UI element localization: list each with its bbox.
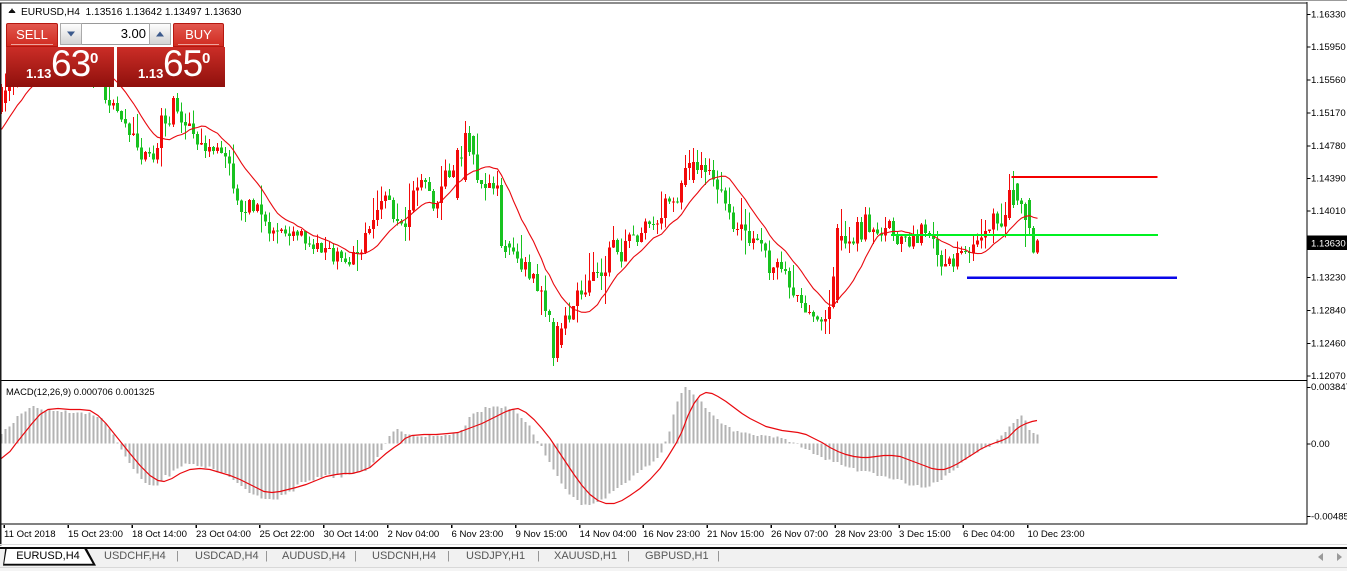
svg-text:MACD(12,26,9) 0.000706 0.00132: MACD(12,26,9) 0.000706 0.001325 [6, 386, 155, 397]
svg-text:6 Nov 23:00: 6 Nov 23:00 [452, 529, 504, 540]
svg-text:25 Oct 22:00: 25 Oct 22:00 [260, 529, 315, 540]
svg-text:1.16330: 1.16330 [1311, 10, 1346, 21]
svg-text:EURUSD,H4 1.13516 1.13642 1.1: EURUSD,H4 1.13516 1.13642 1.13497 1.1363… [21, 7, 242, 18]
svg-text:15 Oct 23:00: 15 Oct 23:00 [68, 529, 123, 540]
svg-text:0.003847: 0.003847 [1311, 382, 1347, 393]
svg-text:28 Nov 23:00: 28 Nov 23:00 [835, 529, 892, 540]
svg-text:0.00: 0.00 [1311, 439, 1330, 450]
svg-text:9 Nov 15:00: 9 Nov 15:00 [516, 529, 568, 540]
svg-text:3 Dec 15:00: 3 Dec 15:00 [899, 529, 951, 540]
svg-text:10 Dec 23:00: 10 Dec 23:00 [1028, 529, 1085, 540]
svg-text:1.13230: 1.13230 [1311, 273, 1346, 284]
svg-text:18 Oct 14:00: 18 Oct 14:00 [132, 529, 187, 540]
svg-text:1.14390: 1.14390 [1311, 174, 1346, 185]
svg-text:21 Nov 15:00: 21 Nov 15:00 [707, 529, 764, 540]
svg-text:1.12070: 1.12070 [1311, 371, 1346, 382]
svg-text:23 Oct 04:00: 23 Oct 04:00 [196, 529, 251, 540]
svg-text:11 Oct 2018: 11 Oct 2018 [4, 529, 56, 540]
svg-text:6 Dec 04:00: 6 Dec 04:00 [963, 529, 1015, 540]
svg-text:26 Nov 07:00: 26 Nov 07:00 [771, 529, 828, 540]
svg-text:16 Nov 23:00: 16 Nov 23:00 [643, 529, 700, 540]
svg-text:1.12460: 1.12460 [1311, 339, 1346, 350]
svg-text:2 Nov 04:00: 2 Nov 04:00 [388, 529, 440, 540]
svg-text:1.14780: 1.14780 [1311, 141, 1346, 152]
svg-text:1.12840: 1.12840 [1311, 306, 1346, 317]
svg-text:1.15170: 1.15170 [1311, 108, 1346, 119]
svg-text:1.13630: 1.13630 [1311, 239, 1346, 250]
svg-text:30 Oct 14:00: 30 Oct 14:00 [324, 529, 379, 540]
svg-text:-0.004852: -0.004852 [1311, 512, 1347, 523]
svg-text:1.15950: 1.15950 [1311, 42, 1346, 53]
svg-text:1.14010: 1.14010 [1311, 206, 1346, 217]
svg-text:1.15560: 1.15560 [1311, 75, 1346, 86]
svg-text:14 Nov 04:00: 14 Nov 04:00 [580, 529, 637, 540]
